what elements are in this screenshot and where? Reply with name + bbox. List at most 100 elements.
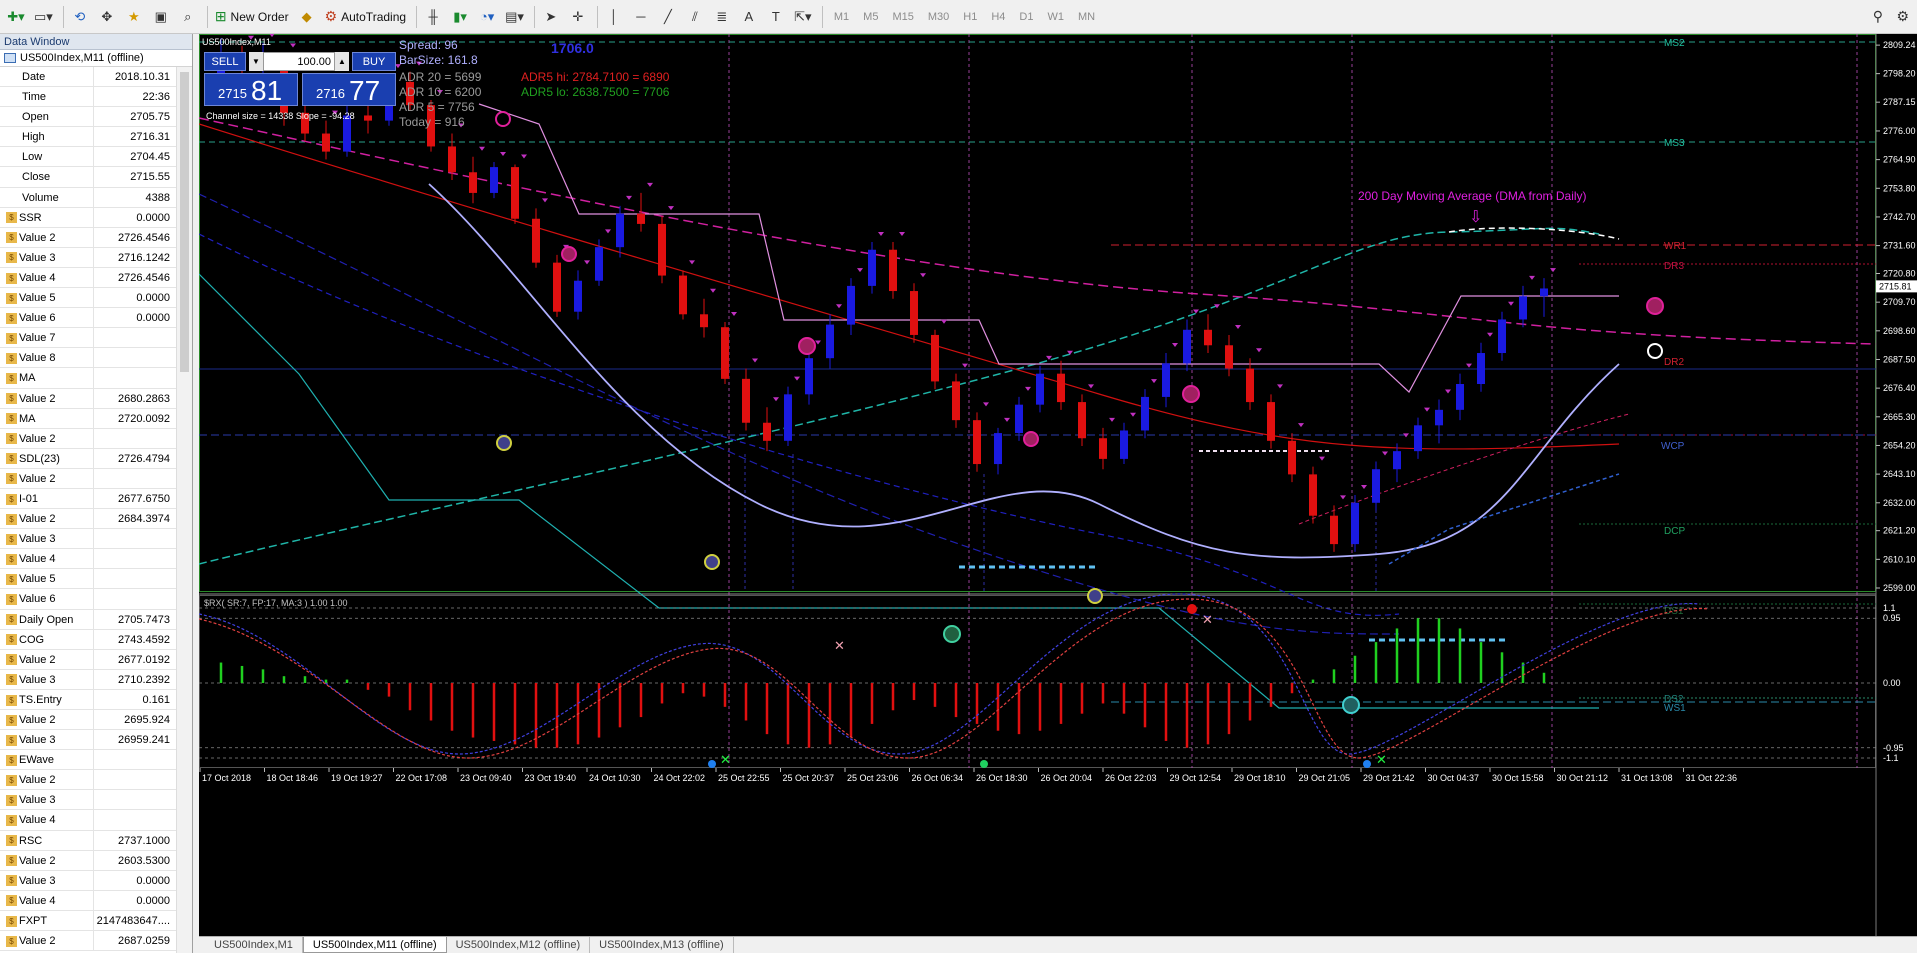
timeframe-m1[interactable]: M1 xyxy=(833,10,850,23)
vertical-line-icon[interactable]: │ xyxy=(609,9,618,24)
chart-window[interactable]: US500Index,M11 Spread: 96 BarSize: 161.8… xyxy=(199,34,1917,936)
chart-tab[interactable]: US500Index,M12 (offline) xyxy=(447,937,591,953)
channel-icon[interactable]: ⫽ xyxy=(691,8,698,24)
data-window-row-name: FXPT xyxy=(0,910,94,931)
timeframe-h1[interactable]: H1 xyxy=(963,10,978,23)
candle-body xyxy=(406,81,414,106)
templates-icon[interactable]: ▤▾ xyxy=(505,8,524,24)
data-window-row: EWave xyxy=(0,750,192,771)
trailing-stop-marker xyxy=(1340,495,1346,500)
bar-chart-icon[interactable]: ╫ xyxy=(428,9,438,24)
pivot-label: WR1 xyxy=(1664,241,1687,252)
ask-price-button[interactable]: 2716 77 xyxy=(302,73,396,106)
fibonacci-icon[interactable]: ≣ xyxy=(716,8,728,24)
bid-price-button[interactable]: 2715 81 xyxy=(204,73,298,106)
chart-tab[interactable]: US500Index,M11 (offline) xyxy=(302,937,447,953)
candle-body xyxy=(973,420,981,465)
profiles-icon[interactable]: ▭▾ xyxy=(34,8,53,24)
indicator-title: $RX( SR:7, FP:17, MA:3 ) 1.00 1.00 xyxy=(204,598,348,608)
adr-lo-label: ADR5 lo: 2638.7500 = 7706 xyxy=(521,85,670,99)
chart-tab[interactable]: US500Index,M1 xyxy=(205,937,303,953)
trailing-stop-marker xyxy=(857,268,863,273)
data-window-row-name: SDL(23) xyxy=(0,448,94,468)
market-watch-icon[interactable]: ⟲ xyxy=(74,8,86,24)
data-window-row-name: Value 2 xyxy=(0,850,94,870)
sell-button[interactable]: SELL xyxy=(204,52,246,71)
timeframe-h4[interactable]: H4 xyxy=(991,10,1006,23)
adr5-label: ADR 5 = 7756 xyxy=(399,100,475,114)
data-window-row: Value 3 2716.1242 xyxy=(0,247,192,268)
ask-price-pips: 77 xyxy=(349,75,381,106)
buy-button[interactable]: BUY xyxy=(352,52,396,71)
candle-body xyxy=(1414,425,1422,452)
candles-icon[interactable]: ▮▾ xyxy=(453,8,467,24)
scrollbar-thumb[interactable] xyxy=(180,72,189,372)
osc-signal-dot xyxy=(980,760,988,768)
search-icon[interactable]: ⚲ xyxy=(1872,8,1883,24)
gear-icon[interactable]: ⚙ xyxy=(1896,8,1909,24)
channel-label: Channel size = 14338 Slope = -94.28 xyxy=(206,111,355,121)
candle-body xyxy=(889,249,897,292)
adr20-label: ADR 20 = 5699 xyxy=(399,70,482,84)
favorites-icon[interactable]: ★ xyxy=(127,8,140,24)
candle-body xyxy=(1456,384,1464,410)
time-tick-label: 26 Oct 20:04 xyxy=(1041,773,1093,783)
time-tick-label: 31 Oct 22:36 xyxy=(1686,773,1738,783)
data-window-row: Value 6 0.0000 xyxy=(0,308,192,329)
lot-size-input[interactable]: 100.00 xyxy=(263,52,335,71)
horizontal-line-icon[interactable]: ─ xyxy=(636,9,646,24)
data-window-row-value: 2716.1242 xyxy=(118,251,170,264)
candle-body xyxy=(322,133,330,152)
candle-body xyxy=(1393,451,1401,470)
terminal-icon[interactable]: ▣ xyxy=(154,8,167,24)
price-tick-label: 2599.00 xyxy=(1883,583,1916,593)
text-label-icon[interactable]: T xyxy=(771,9,780,24)
time-tick-label: 17 Oct 2018 xyxy=(202,773,251,783)
lot-increase-icon[interactable]: ▲ xyxy=(335,52,349,71)
candle-body xyxy=(1204,329,1212,346)
text-icon[interactable]: A xyxy=(744,9,754,24)
candle-body xyxy=(1519,296,1527,320)
auto-trading-button[interactable]: ⚙ AutoTrading xyxy=(322,5,410,29)
data-window-row-name: Value 5 xyxy=(0,288,94,308)
trailing-stop-marker xyxy=(500,151,506,156)
timeframe-d1[interactable]: D1 xyxy=(1019,10,1034,23)
pivot-label: WS1 xyxy=(1664,703,1686,714)
data-window-scrollbar[interactable] xyxy=(176,67,192,953)
price-tick-label: 2621.20 xyxy=(1883,526,1916,536)
crosshair-icon[interactable]: ✛ xyxy=(572,8,584,24)
pivot-label: DR3 xyxy=(1664,261,1684,272)
strategy-tester-icon[interactable]: ⌕ xyxy=(184,8,192,24)
price-chart[interactable]: US500Index,M11 Spread: 96 BarSize: 161.8… xyxy=(199,34,1917,936)
arrows-icon[interactable]: ⇱▾ xyxy=(794,8,812,24)
timeframe-m15[interactable]: M15 xyxy=(892,10,914,23)
cursor-icon[interactable]: ➤ xyxy=(545,8,557,24)
data-window-row-name: Value 7 xyxy=(0,328,94,348)
timeframe-m5[interactable]: M5 xyxy=(863,10,879,23)
osc-signal-dot xyxy=(1187,604,1197,614)
lot-decrease-icon[interactable]: ▼ xyxy=(249,52,263,71)
timeframe-mn[interactable]: MN xyxy=(1077,10,1096,23)
metaeditor-icon[interactable]: ◆ xyxy=(301,8,312,24)
navigator-icon[interactable]: ✥ xyxy=(101,8,113,24)
trailing-stop-marker xyxy=(1487,332,1493,337)
trailing-stop-marker xyxy=(878,231,884,236)
price-tick-label: 2643.10 xyxy=(1883,469,1916,479)
chart-tab[interactable]: US500Index,M13 (offline) xyxy=(590,937,734,953)
trendline-icon[interactable]: ╱ xyxy=(663,8,672,24)
trailing-stop-marker xyxy=(962,363,968,368)
price-axis: 2809.24 2798.20 2787.15 2776.00 2764.90 2753.… xyxy=(1876,40,1917,593)
new-chart-icon[interactable]: ✚▾ xyxy=(7,8,25,24)
trailing-stop-marker xyxy=(542,198,548,203)
new-order-button[interactable]: ⊞ New Order xyxy=(212,5,292,29)
timeframe-m30[interactable]: M30 xyxy=(927,10,950,23)
data-window-row-value xyxy=(94,810,174,829)
candle-body xyxy=(763,422,771,441)
data-window-row-value: 0.0000 xyxy=(136,312,170,325)
zoom-icon[interactable]: ◔▾ xyxy=(479,8,495,24)
osc-tick-label: 1.1 xyxy=(1883,603,1896,613)
data-window-row-value: 2726.4546 xyxy=(118,231,170,244)
candle-body xyxy=(1267,402,1275,441)
timeframe-w1[interactable]: W1 xyxy=(1047,10,1064,23)
